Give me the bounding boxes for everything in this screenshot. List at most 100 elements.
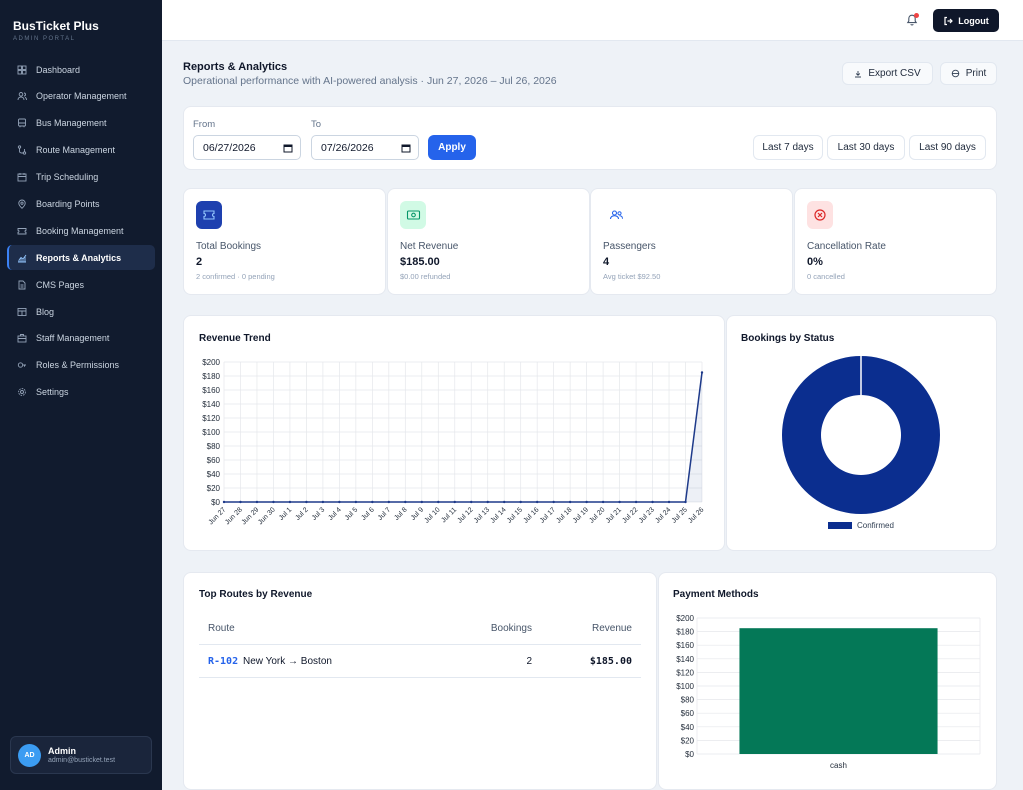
data-point[interactable]	[305, 500, 308, 504]
sidebar-item-label: CMS Pages	[36, 279, 85, 290]
from-date-input[interactable]: 06/27/2026	[193, 135, 301, 160]
data-point[interactable]	[568, 500, 572, 504]
route-code[interactable]: R-102	[208, 656, 239, 667]
data-point[interactable]	[601, 500, 605, 504]
sidebar-item-boarding-points[interactable]: Boarding Points	[7, 191, 155, 216]
x-tick-label: Jul 7	[377, 506, 392, 521]
print-label: Print	[965, 68, 987, 79]
sidebar-item-reports-analytics[interactable]: Reports & Analytics	[7, 245, 155, 271]
data-point[interactable]	[618, 500, 621, 504]
stat-card-net-revenue: Net Revenue $185.00 $0.00 refunded	[387, 188, 590, 295]
x-tick-label: Jul 16	[522, 506, 540, 524]
y-tick-label: $180	[676, 628, 694, 637]
sidebar-item-booking-management[interactable]: Booking Management	[7, 218, 155, 243]
data-point[interactable]	[272, 500, 275, 504]
bookings-status-chart: Confirmed	[781, 356, 940, 530]
data-point[interactable]	[684, 500, 687, 504]
sidebar-item-dashboard[interactable]: Dashboard	[7, 57, 155, 82]
legend-label[interactable]: Confirmed	[857, 521, 894, 530]
user-card[interactable]: AD Admin admin@busticket.test	[10, 736, 152, 774]
x-tick-label: Jul 17	[539, 506, 557, 524]
data-point[interactable]	[255, 500, 259, 504]
stat-value: $185.00	[400, 256, 440, 268]
sidebar-item-operator-management[interactable]: Operator Management	[7, 84, 155, 109]
y-tick-label: $160	[202, 386, 220, 395]
x-tick-label: Jul 20	[588, 506, 606, 524]
print-button[interactable]: Print	[940, 62, 997, 85]
range-last-7-button[interactable]: Last 7 days	[753, 135, 823, 160]
data-point[interactable]	[321, 500, 325, 504]
x-tick-label: Jul 21	[605, 506, 623, 524]
x-tick-label: Jul 8	[393, 506, 408, 521]
data-point[interactable]	[354, 500, 358, 504]
sidebar-item-route-management[interactable]: Route Management	[7, 138, 155, 163]
data-point[interactable]	[503, 500, 506, 504]
x-tick-label: Jul 5	[344, 506, 359, 521]
sidebar-item-staff-management[interactable]: Staff Management	[7, 326, 155, 351]
x-tick-label: Jul 2	[294, 506, 309, 521]
sidebar-item-blog[interactable]: Blog	[7, 299, 155, 324]
print-icon	[951, 69, 959, 78]
table-row[interactable]: R-102 New York → Boston 2 $185.00	[199, 645, 641, 677]
logout-button[interactable]: Logout	[933, 9, 999, 32]
data-point[interactable]	[700, 371, 704, 374]
series-area	[224, 372, 702, 502]
data-point[interactable]	[634, 500, 638, 504]
bell-icon[interactable]	[905, 13, 919, 27]
x-tick-label: Jul 26	[687, 506, 705, 524]
apply-button[interactable]: Apply	[428, 135, 476, 160]
sidebar-item-settings[interactable]: Settings	[7, 380, 155, 405]
x-tick-label: Jul 15	[506, 506, 524, 524]
data-point[interactable]	[667, 500, 671, 504]
sidebar-item-roles-permissions[interactable]: Roles & Permissions	[7, 353, 155, 378]
data-point[interactable]	[453, 500, 456, 504]
range-last-90-button[interactable]: Last 90 days	[909, 135, 986, 160]
x-tick-label: Jul 10	[424, 506, 442, 524]
stat-label: Cancellation Rate	[807, 241, 886, 252]
y-tick-label: $180	[202, 372, 220, 381]
data-point[interactable]	[470, 500, 473, 504]
x-tick-label: Jul 4	[327, 506, 342, 521]
x-circle-icon	[807, 201, 833, 229]
data-point[interactable]	[371, 500, 374, 504]
data-point[interactable]	[338, 500, 341, 504]
bookings-status-title: Bookings by Status	[741, 333, 835, 344]
data-point[interactable]	[437, 500, 440, 504]
to-date-input[interactable]: 07/26/2026	[311, 135, 419, 160]
data-point[interactable]	[535, 500, 539, 504]
x-tick-label: Jul 25	[671, 506, 689, 524]
sidebar-item-label: Trip Scheduling	[36, 172, 99, 183]
sidebar-item-label: Boarding Points	[36, 198, 100, 209]
data-point[interactable]	[404, 500, 407, 504]
stat-card-cancellation-rate: Cancellation Rate 0% 0 cancelled	[794, 188, 997, 295]
data-point[interactable]	[585, 500, 588, 504]
route-bookings: 2	[526, 656, 532, 667]
data-point[interactable]	[552, 500, 555, 504]
sidebar-item-cms-pages[interactable]: CMS Pages	[7, 272, 155, 297]
data-point[interactable]	[486, 500, 489, 504]
data-point[interactable]	[420, 500, 423, 504]
y-tick-label: $120	[202, 414, 220, 423]
sidebar-item-bus-management[interactable]: Bus Management	[7, 111, 155, 136]
data-point[interactable]	[239, 500, 242, 504]
sidebar-item-label: Blog	[36, 306, 55, 317]
brand: BusTicket Plus ADMIN PORTAL	[13, 19, 99, 42]
x-tick-label: Jul 14	[489, 506, 507, 524]
calendar-icon	[17, 172, 27, 182]
range-last-30-button[interactable]: Last 30 days	[827, 135, 905, 160]
x-tick-label: Jun 30	[257, 506, 277, 526]
user-name: Admin	[48, 746, 76, 756]
y-tick-label: $0	[685, 750, 694, 759]
ticket-icon	[17, 226, 27, 236]
sidebar-item-trip-scheduling[interactable]: Trip Scheduling	[7, 165, 155, 190]
data-point[interactable]	[519, 500, 522, 504]
export-csv-button[interactable]: Export CSV	[842, 62, 933, 85]
data-point[interactable]	[222, 500, 226, 504]
stat-label: Net Revenue	[400, 241, 459, 252]
payment-methods-title: Payment Methods	[673, 589, 759, 600]
bar[interactable]	[739, 628, 938, 754]
data-point[interactable]	[288, 500, 292, 504]
data-point[interactable]	[387, 500, 391, 504]
data-point[interactable]	[651, 500, 654, 504]
pie-slice[interactable]	[781, 356, 940, 514]
